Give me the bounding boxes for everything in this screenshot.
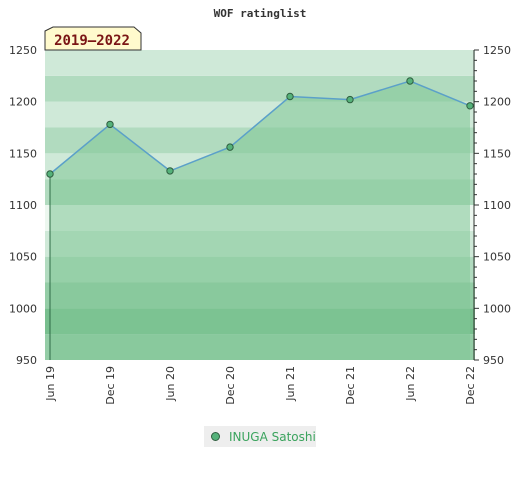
data-point [106, 120, 114, 129]
data-point [46, 170, 54, 178]
y-tick-label-right: 1200 [483, 96, 511, 109]
y-tick-label-right: 1100 [483, 199, 511, 212]
legend-series-label: INUGA Satoshi [229, 429, 316, 444]
data-point [406, 77, 414, 85]
y-tick-label-left: 1150 [9, 147, 37, 160]
y-tick-label-right: 1000 [483, 302, 511, 315]
y-tick-label-right: 1250 [483, 44, 511, 57]
data-point [226, 143, 234, 151]
x-tick-label: Jun 22 [404, 366, 417, 402]
x-tick-label: Dec 20 [224, 366, 237, 405]
period-badge-shape [44, 26, 142, 51]
period-badge: 2019–2022 [44, 26, 142, 51]
x-tick-label: Dec 22 [464, 366, 477, 405]
legend-marker-icon [211, 432, 220, 441]
x-tick-label: Dec 19 [104, 366, 117, 405]
data-point [466, 102, 474, 110]
chart-title: WOF ratinglist [214, 7, 307, 20]
y-tick-label-left: 1250 [9, 44, 37, 57]
data-point [286, 92, 294, 101]
legend: INUGA Satoshi [204, 426, 316, 447]
series-area [50, 81, 470, 360]
background-band [45, 50, 475, 76]
period-badge-text: 2019–2022 [54, 33, 130, 49]
y-tick-label-right: 950 [483, 354, 504, 367]
data-marks [46, 77, 474, 178]
x-tick-label: Jun 19 [44, 366, 57, 402]
y-tick-label-right: 1150 [483, 147, 511, 160]
x-tick-label: Jun 20 [164, 366, 177, 402]
axes: 950 1000 1050 1100 1150 1200 1250 950 1000 1050 11… [9, 44, 511, 405]
y-tick-label-left: 1050 [9, 251, 37, 264]
y-tick-label-left: 950 [16, 354, 37, 367]
y-tick-label-left: 1000 [9, 302, 37, 315]
y-tick-label-right: 1050 [483, 251, 511, 264]
series-line [49, 80, 471, 175]
x-tick-label: Dec 21 [344, 366, 357, 405]
x-tick-label: Jun 21 [284, 366, 297, 402]
data-point [346, 95, 354, 104]
y-tick-label-left: 1200 [9, 96, 37, 109]
data-point [166, 167, 174, 175]
area-layer [49, 80, 471, 360]
y-tick-label-left: 1100 [9, 199, 37, 212]
